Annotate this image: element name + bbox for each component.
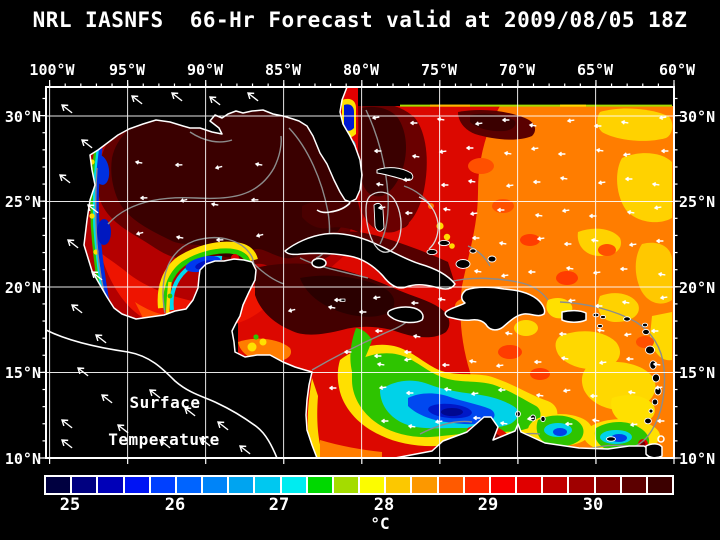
graticule	[46, 87, 674, 458]
colorbar-tick: 30	[582, 495, 604, 515]
colorbar-segment	[201, 477, 228, 493]
colorbar-segment	[148, 477, 175, 493]
colorbar-segment	[515, 477, 542, 493]
colorbar-segment	[358, 477, 385, 493]
colorbar-segment	[436, 477, 463, 493]
lon-label: 75°W	[420, 61, 458, 79]
colorbar-segment	[122, 477, 149, 493]
colorbar-tick: 27	[268, 495, 290, 515]
great-bahama-bank	[365, 191, 402, 253]
colorbar-tick: 26	[164, 495, 186, 515]
colorbar-segment	[96, 477, 123, 493]
colorbar-segment	[645, 477, 673, 493]
colorbar-segment	[593, 477, 620, 493]
colorbar-segment	[331, 477, 359, 493]
colorbar-segment	[253, 477, 280, 493]
colorbar-segment	[541, 477, 568, 493]
colorbar-segment	[619, 477, 646, 493]
sea-layer	[46, 87, 674, 458]
wind-vector-layer	[59, 92, 669, 455]
lon-label: 100°W	[29, 61, 75, 79]
lon-label: 70°W	[498, 61, 536, 79]
lon-label: 85°W	[264, 61, 302, 79]
colorbar-segment	[70, 477, 97, 493]
colorbar-unit: °C	[370, 514, 390, 533]
colorbar-segment	[384, 477, 411, 493]
lat-label-right: 20°N	[679, 279, 716, 297]
lat-label-right: 30°N	[679, 108, 716, 126]
lat-label-right: 10°N	[679, 450, 716, 468]
lat-label-left: 20°N	[4, 279, 41, 297]
colorbar-segment	[462, 477, 489, 493]
lat-label-left: 30°N	[4, 108, 41, 126]
lat-label-left: 10°N	[4, 450, 41, 468]
lat-label-right: 25°N	[679, 193, 716, 211]
axis-ticks	[39, 80, 681, 464]
land-layer	[46, 87, 665, 458]
colorbar-segment	[488, 477, 516, 493]
lon-label: 80°W	[342, 61, 380, 79]
lon-label: 95°W	[108, 61, 146, 79]
colorbar-tick: 25	[59, 495, 81, 515]
colorbar-segment	[410, 477, 437, 493]
overlay-label-surface: Surface	[129, 393, 201, 412]
lat-label-right: 15°N	[679, 364, 716, 382]
temperature-colorbar	[44, 475, 674, 495]
colorbar-segment	[279, 477, 306, 493]
map-frame	[45, 86, 675, 459]
lat-label-left: 25°N	[4, 193, 41, 211]
colorbar-segment	[174, 477, 202, 493]
colorbar-segment	[46, 477, 71, 493]
colorbar-segment	[227, 477, 254, 493]
lon-label: 60°W	[658, 61, 696, 79]
colorbar-tick: 28	[373, 495, 395, 515]
colorbar-tick: 29	[477, 495, 499, 515]
lon-label: 90°W	[186, 61, 224, 79]
colorbar-segment	[305, 477, 332, 493]
lon-label: 65°W	[576, 61, 614, 79]
colorbar-segment	[567, 477, 594, 493]
florida-keys	[316, 202, 351, 214]
pacific-coastline	[46, 329, 278, 458]
overlay-label-temperature: Temperature	[108, 430, 220, 449]
figure-title: NRL IASNFS 66-Hr Forecast valid at 2009/…	[32, 8, 688, 32]
lat-label-left: 15°N	[4, 364, 41, 382]
